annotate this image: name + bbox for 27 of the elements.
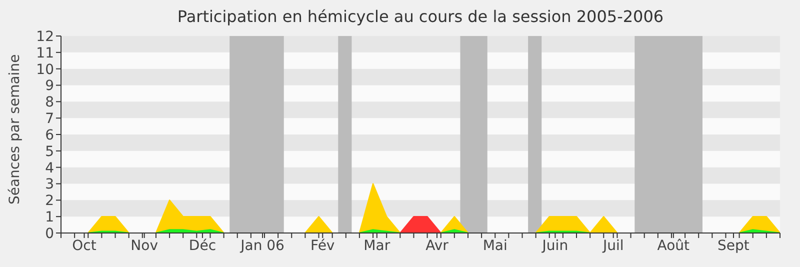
y-tick-label: 10 xyxy=(36,62,54,78)
y-tick-label: 5 xyxy=(45,144,54,160)
x-tick-label: Oct xyxy=(72,238,97,254)
y-tick-label: 8 xyxy=(45,94,54,111)
y-tick-label: 0 xyxy=(45,226,54,242)
x-tick-label: Avr xyxy=(426,238,449,254)
x-tick-label: Fév xyxy=(310,238,335,254)
y-tick-label: 11 xyxy=(36,45,54,62)
y-axis-title: Séances par semaine xyxy=(6,54,23,204)
y-tick-label: 9 xyxy=(45,78,54,94)
x-tick-label: Mai xyxy=(482,238,508,254)
x-tick-label: Juil xyxy=(602,238,624,254)
x-tick-label: Déc xyxy=(188,238,216,254)
y-tick-label: 2 xyxy=(45,193,54,210)
y-tick-label: 7 xyxy=(45,111,54,128)
y-tick-label: 6 xyxy=(45,127,54,144)
x-tick-label: Jan 06 xyxy=(240,238,285,254)
x-tick-label: Mar xyxy=(364,238,390,254)
chart-title: Participation en hémicycle au cours de la session 2005-2006 xyxy=(176,7,665,26)
x-tick-label: Nov xyxy=(130,238,158,254)
x-tick-label: Sept xyxy=(718,238,750,254)
x-tick-label: Août xyxy=(657,238,690,254)
y-tick-label: 1 xyxy=(45,210,54,226)
y-tick-label: 3 xyxy=(45,176,54,193)
y-tick-label: 4 xyxy=(45,160,54,176)
y-tick-label: 12 xyxy=(36,28,54,45)
x-tick-label: Juin xyxy=(541,238,568,254)
